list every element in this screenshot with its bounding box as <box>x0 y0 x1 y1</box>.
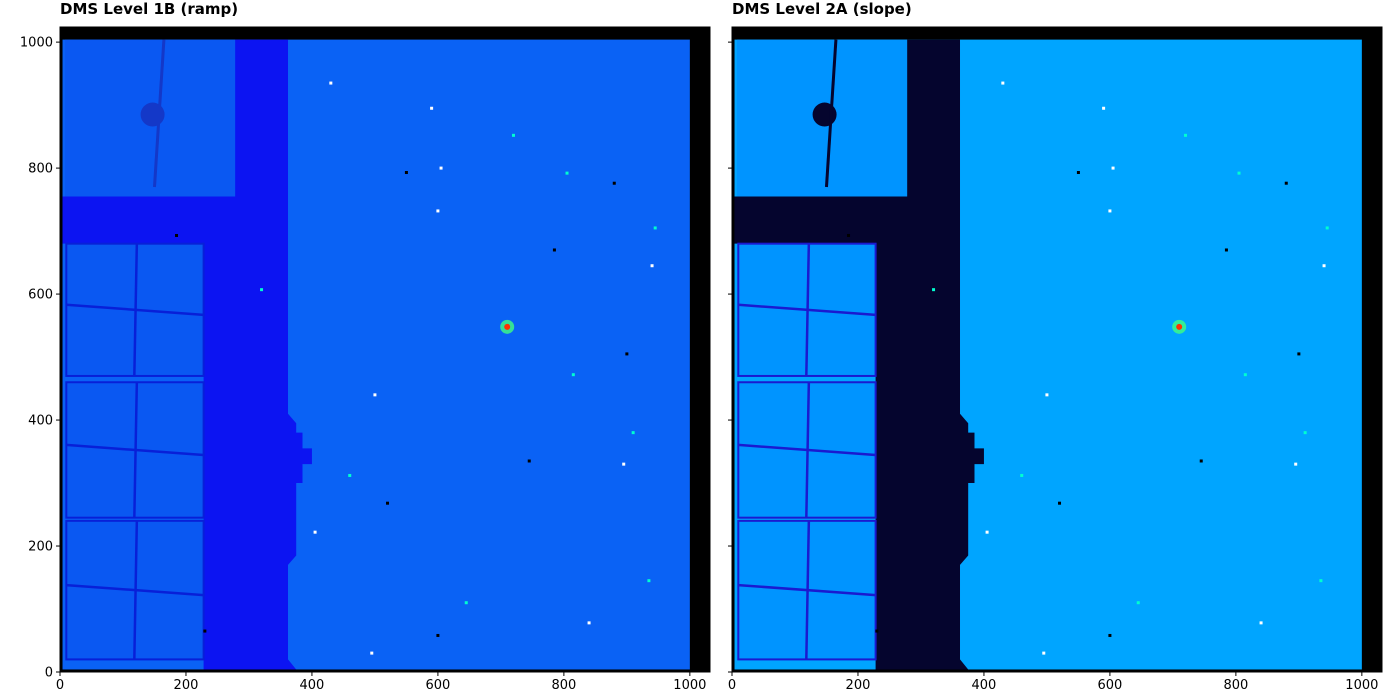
pixel-dot <box>1108 209 1112 213</box>
grid-window-vline-2 <box>805 520 811 660</box>
x-tick-label: 200 <box>846 678 871 693</box>
pixel-dot <box>370 651 374 655</box>
y-tick-label: 400 <box>28 414 53 429</box>
pixel-dot <box>1058 501 1062 505</box>
pixel-dot <box>1284 181 1288 185</box>
detector-image <box>732 27 1382 672</box>
pixel-dot <box>1224 248 1228 252</box>
bright-source-core <box>1176 323 1183 330</box>
mask-region <box>734 39 984 670</box>
pixel-dot <box>847 233 851 237</box>
y-tick-label: 1000 <box>20 36 53 51</box>
pixel-dot <box>1108 633 1112 637</box>
pixel-dot <box>1322 264 1326 268</box>
occulter-support <box>152 39 166 188</box>
pixel-dot <box>511 133 515 137</box>
pixel-dot <box>875 629 879 633</box>
pixel-dot <box>932 288 936 292</box>
pixel-dot <box>1294 462 1298 466</box>
detector-image <box>60 27 710 672</box>
pixel-dot <box>260 288 264 292</box>
pixel-dot <box>1076 171 1080 175</box>
heatmap-panel-0: 0 200 400 600 800 1000 0 200 400 600 800 1000 <box>20 26 711 693</box>
bright-source-core <box>504 323 511 330</box>
pixel-dot <box>985 530 989 534</box>
x-tick-label: 800 <box>1223 678 1248 693</box>
pixel-dot <box>1102 106 1106 110</box>
pixel-dot <box>439 166 443 170</box>
pixel-dot <box>622 462 626 466</box>
pixel-dot <box>404 171 408 175</box>
pixel-dot <box>436 209 440 213</box>
pixel-dot <box>650 264 654 268</box>
pixel-dot <box>436 633 440 637</box>
pixel-dot <box>1303 431 1307 435</box>
grid-window-vline-1 <box>805 382 811 518</box>
pixel-dot <box>430 106 434 110</box>
panel-title-level2a: DMS Level 2A (slope) <box>732 0 912 18</box>
y-tick-label: 200 <box>28 540 53 555</box>
pixel-dot <box>329 81 333 85</box>
x-tick-label: 1000 <box>673 678 706 693</box>
pixel-dot <box>348 473 352 477</box>
plot-frame <box>731 26 1383 673</box>
pixel-dot <box>1111 166 1115 170</box>
y-tick-label: 800 <box>28 162 53 177</box>
mask-region <box>62 39 312 670</box>
pixel-dot <box>631 431 635 435</box>
grid-window-vline-1 <box>133 382 139 518</box>
panel-title-level1b: DMS Level 1B (ramp) <box>60 0 239 18</box>
pixel-dot <box>1325 226 1329 230</box>
x-tick-label: 200 <box>174 678 199 693</box>
pixel-dot <box>647 579 651 583</box>
pixel-dot <box>203 629 207 633</box>
grid-window-vline-0 <box>133 243 139 376</box>
pixel-dot <box>1297 352 1301 356</box>
pixel-dot <box>1183 133 1187 137</box>
x-tick-label: 0 <box>56 678 64 693</box>
pixel-dot <box>1020 473 1024 477</box>
pixel-dot <box>1243 373 1247 377</box>
pixel-dot <box>625 352 629 356</box>
x-tick-label: 600 <box>1097 678 1122 693</box>
pixel-dot <box>1042 651 1046 655</box>
y-tick-label: 600 <box>28 288 53 303</box>
pixel-dot <box>1319 579 1323 583</box>
pixel-dot <box>527 459 531 463</box>
x-tick-label: 1000 <box>1345 678 1378 693</box>
x-tick-label: 400 <box>300 678 325 693</box>
pixel-dot <box>552 248 556 252</box>
grid-window-vline-2 <box>133 520 139 660</box>
pixel-dot <box>464 601 468 605</box>
pixel-dot <box>1136 601 1140 605</box>
pixel-dot <box>1259 621 1263 625</box>
grid-window-vline-0 <box>805 243 811 376</box>
pixel-dot <box>313 530 317 534</box>
pixel-dot <box>587 621 591 625</box>
pixel-dot <box>373 393 377 397</box>
pixel-dot <box>1199 459 1203 463</box>
x-tick-label: 600 <box>425 678 450 693</box>
pixel-dot <box>571 373 575 377</box>
y-tick-label: 0 <box>45 666 53 681</box>
pixel-dot <box>565 171 569 175</box>
x-tick-label: 0 <box>728 678 736 693</box>
x-tick-label: 800 <box>551 678 576 693</box>
pixel-dot <box>612 181 616 185</box>
pixel-dot <box>1045 393 1049 397</box>
pixel-dot <box>653 226 657 230</box>
occulter-support <box>824 39 838 188</box>
pixel-dot <box>1001 81 1005 85</box>
pixel-dot <box>386 501 390 505</box>
x-tick-label: 400 <box>972 678 997 693</box>
plot-frame <box>59 26 711 673</box>
heatmap-panel-1: 0 200 400 600 800 1000 <box>728 26 1383 693</box>
pixel-dot <box>175 233 179 237</box>
pixel-dot <box>1237 171 1241 175</box>
